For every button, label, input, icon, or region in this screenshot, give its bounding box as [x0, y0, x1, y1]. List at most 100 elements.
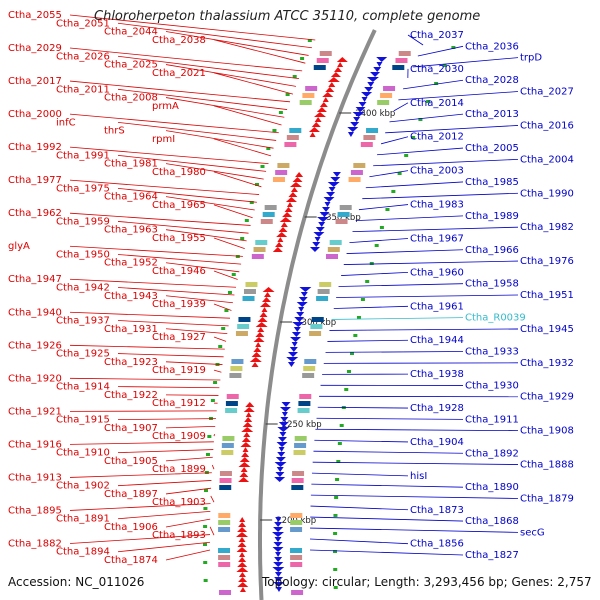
reverse-gene-connector — [346, 249, 464, 254]
forward-gene-connector — [213, 433, 215, 437]
reverse-gene-label: hisI — [410, 471, 427, 482]
cog-block-reverse — [329, 240, 342, 245]
forward-gene-connector — [117, 254, 242, 265]
gene-arrow-reverse — [370, 72, 381, 77]
cog-block-reverse — [290, 513, 303, 518]
reverse-gene-label: Ctha_2004 — [520, 154, 574, 165]
forward-gene-label: Ctha_2055 — [8, 10, 62, 21]
gene-arrow-forward — [241, 427, 254, 432]
forward-gene-connector — [213, 303, 232, 311]
forward-gene-label: Ctha_1902 — [56, 481, 110, 492]
scale-label: 2250 kbp — [282, 420, 322, 430]
reverse-gene-label: Ctha_1892 — [465, 448, 519, 459]
cog-block-reverse — [294, 443, 307, 448]
cog-block-reverse — [290, 562, 303, 567]
forward-gene-connector — [69, 179, 260, 195]
reverse-gene-connector — [412, 57, 519, 68]
reverse-gene-label: Ctha_1928 — [410, 403, 464, 414]
gene-arrow-reverse — [281, 402, 291, 407]
gene-arrow-forward — [308, 127, 320, 132]
gene-arrow-forward — [330, 72, 341, 77]
reverse-gene-label: Ctha_1930 — [465, 380, 519, 391]
cog-block-reverse — [309, 331, 322, 336]
gene-arrow-forward — [240, 467, 248, 472]
forward-gene-connector — [69, 47, 303, 72]
cog-block-reverse — [290, 527, 303, 532]
reverse-gene-label: Ctha_1932 — [520, 358, 574, 369]
reverse-gene-label: Ctha_1938 — [410, 369, 464, 380]
cog-block-forward — [235, 331, 248, 336]
reverse-gene-connector — [373, 158, 519, 167]
reverse-gene-connector — [338, 283, 464, 287]
cog-block-forward — [243, 289, 256, 294]
gene-arrow-reverse — [324, 202, 331, 207]
forward-gene-connector — [117, 541, 211, 553]
marker-dot — [434, 82, 439, 85]
scale-label: 2350 kbp — [321, 213, 361, 223]
reverse-gene-label: Ctha_2016 — [520, 120, 574, 131]
forward-gene-label: thrS — [104, 126, 125, 137]
forward-gene-connector — [117, 510, 211, 520]
gene-arrow-forward — [255, 342, 262, 347]
gene-arrow-reverse — [358, 102, 367, 107]
forward-gene-connector — [117, 353, 224, 358]
gene-arrow-reverse — [309, 247, 320, 252]
gene-arrow-forward — [239, 517, 246, 522]
forward-gene-label: Ctha_1959 — [56, 216, 110, 227]
reverse-gene-connector — [380, 136, 409, 145]
cog-block-forward — [316, 58, 329, 63]
forward-gene-label: Ctha_1922 — [104, 390, 158, 401]
marker-dot — [346, 370, 351, 373]
gene-arrow-forward — [336, 57, 348, 62]
gene-arrow-forward — [276, 232, 288, 237]
forward-gene-connector — [117, 449, 214, 454]
reverse-gene-label: Ctha_1911 — [465, 414, 519, 425]
marker-dot — [285, 93, 290, 96]
cog-block-forward — [218, 527, 231, 532]
cog-block-reverse — [395, 58, 408, 63]
reverse-gene-connector — [313, 450, 464, 454]
reverse-gene-connector — [343, 260, 519, 265]
reverse-gene-label: Ctha_1827 — [465, 550, 519, 561]
cog-block-reverse — [360, 142, 373, 147]
reverse-gene-label: Ctha_1989 — [465, 211, 519, 222]
gene-arrow-reverse — [298, 297, 308, 302]
cog-block-reverse — [291, 590, 304, 595]
cog-block-forward — [221, 443, 234, 448]
forward-gene-connector — [117, 188, 257, 203]
marker-dot — [235, 255, 240, 258]
forward-gene-label: Ctha_1937 — [56, 316, 110, 327]
cog-block-reverse — [317, 289, 330, 294]
marker-dot — [350, 352, 355, 355]
marker-dot — [254, 183, 259, 186]
forward-gene-label: Ctha_1920 — [8, 373, 62, 384]
forward-gene-connector — [117, 55, 300, 80]
reverse-gene-connector — [349, 238, 409, 244]
reverse-gene-connector — [369, 170, 409, 178]
gene-arrow-forward — [280, 222, 288, 227]
gene-arrow-reverse — [366, 77, 379, 82]
reverse-gene-label: Ctha_R0039 — [465, 313, 526, 324]
forward-gene-label: Ctha_1921 — [8, 406, 62, 417]
cog-block-reverse — [353, 163, 366, 168]
cog-block-reverse — [311, 317, 324, 322]
cog-block-forward — [218, 555, 231, 560]
forward-gene-connector — [213, 138, 272, 157]
marker-dot — [335, 478, 340, 481]
forward-gene-connector — [117, 480, 212, 487]
gene-arrow-reverse — [326, 192, 336, 197]
forward-gene-label: Ctha_1942 — [56, 283, 110, 294]
forward-gene-label: Ctha_1962 — [8, 208, 62, 219]
reverse-gene-label: Ctha_2013 — [465, 109, 519, 120]
reverse-gene-connector — [327, 339, 409, 342]
reverse-gene-label: trpD — [520, 53, 542, 64]
gene-arrow-forward — [262, 287, 275, 292]
gene-arrow-forward — [311, 122, 321, 127]
gene-arrow-reverse — [275, 587, 282, 592]
forward-gene-connector — [165, 394, 219, 396]
reverse-gene-label: Ctha_1879 — [520, 493, 574, 504]
gene-arrow-reverse — [272, 547, 284, 552]
marker-dot — [404, 154, 409, 157]
marker-dot — [337, 442, 342, 445]
